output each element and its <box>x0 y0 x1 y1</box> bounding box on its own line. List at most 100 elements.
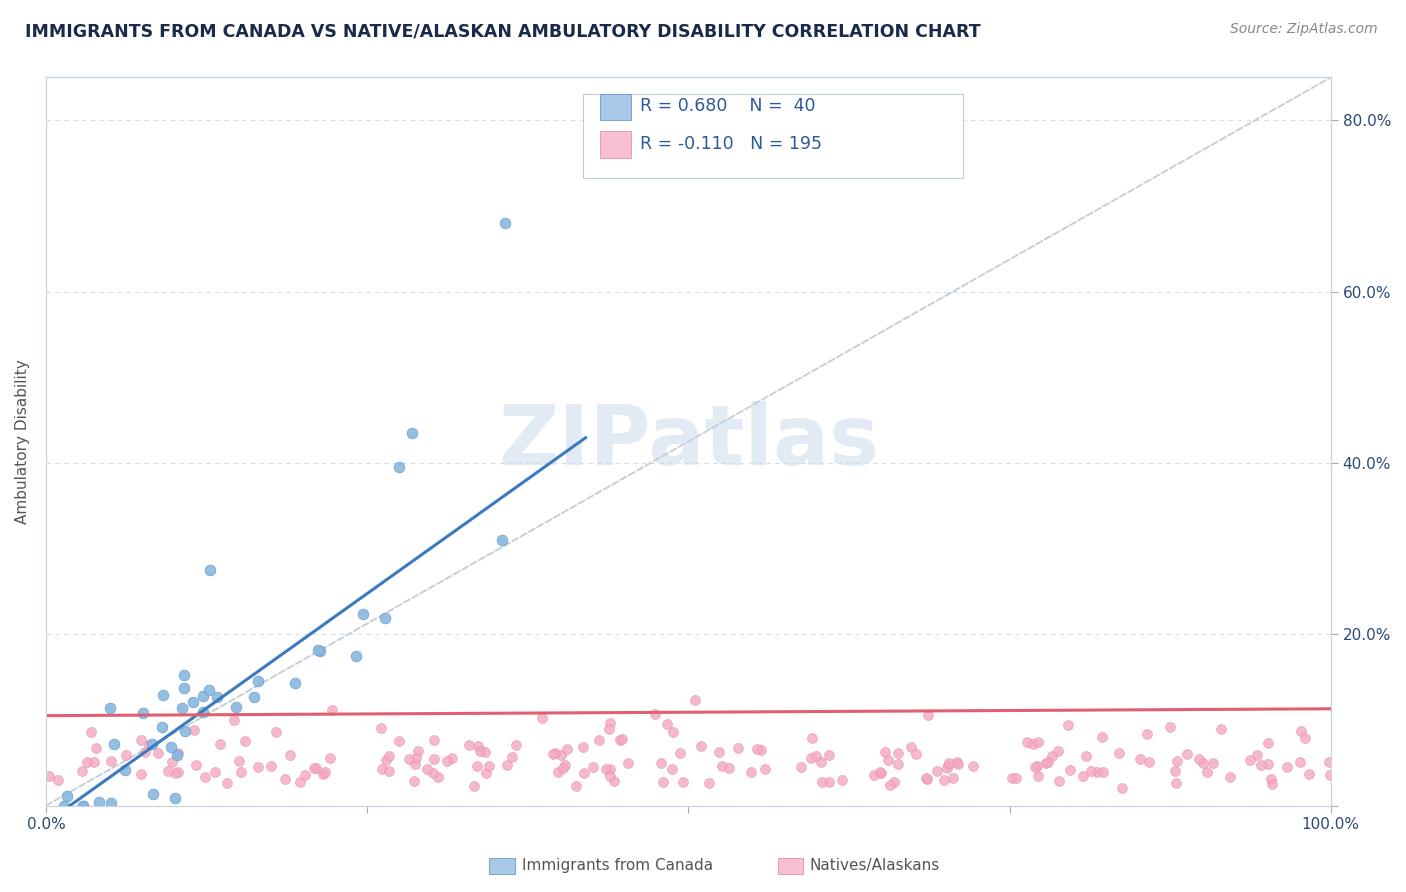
Point <box>427 770 450 784</box>
Point <box>422 752 444 766</box>
Point <box>685 693 707 707</box>
Point <box>173 681 195 696</box>
Point <box>319 750 342 764</box>
Point <box>887 747 910 761</box>
Point <box>938 756 960 770</box>
Point <box>406 744 429 758</box>
Point <box>72 798 94 813</box>
Point <box>1057 717 1080 731</box>
Point <box>312 767 335 781</box>
Point <box>208 738 231 752</box>
Point <box>458 739 481 753</box>
Point <box>1275 760 1298 774</box>
Point <box>288 774 311 789</box>
Point <box>441 750 464 764</box>
Point <box>198 682 221 697</box>
Point <box>378 749 401 764</box>
Point <box>146 746 169 760</box>
Point <box>467 739 489 754</box>
Point <box>496 758 519 772</box>
Point <box>905 747 928 761</box>
Point <box>491 533 513 547</box>
Point <box>70 764 93 778</box>
Point <box>603 773 626 788</box>
Point <box>883 774 905 789</box>
Point <box>870 766 893 780</box>
Point <box>159 740 181 755</box>
Point <box>138 739 160 753</box>
Point <box>817 748 839 763</box>
Point <box>1250 758 1272 772</box>
Point <box>100 796 122 810</box>
Point <box>1022 738 1045 752</box>
Point <box>942 771 965 785</box>
Point <box>374 753 396 767</box>
Point <box>294 768 316 782</box>
Point <box>1239 753 1261 767</box>
Point <box>745 741 768 756</box>
Point <box>572 739 595 754</box>
Point <box>1000 771 1022 785</box>
Point <box>1059 763 1081 777</box>
Point <box>612 732 634 747</box>
Point <box>531 711 554 725</box>
Point <box>806 749 828 764</box>
Point <box>150 720 173 734</box>
Point <box>388 733 411 747</box>
Point <box>478 759 501 773</box>
Point <box>1091 730 1114 744</box>
Point <box>436 754 458 768</box>
Point <box>198 563 221 577</box>
Point <box>463 780 485 794</box>
Point <box>246 760 269 774</box>
Point <box>103 738 125 752</box>
Point <box>166 747 188 762</box>
Point <box>370 722 392 736</box>
Point <box>274 772 297 786</box>
Point <box>134 745 156 759</box>
Point <box>1025 759 1047 773</box>
Point <box>247 673 270 688</box>
Point <box>1071 769 1094 783</box>
Point <box>468 744 491 758</box>
Text: ZIPatlas: ZIPatlas <box>498 401 879 482</box>
Point <box>141 737 163 751</box>
Point <box>1317 756 1340 770</box>
Point <box>181 695 204 709</box>
Point <box>207 690 229 704</box>
Point <box>173 668 195 682</box>
Point <box>465 759 488 773</box>
Point <box>52 798 75 813</box>
Point <box>56 789 79 803</box>
Point <box>811 775 834 789</box>
Point <box>1175 747 1198 761</box>
Point <box>925 764 948 779</box>
Point <box>547 764 569 779</box>
Point <box>553 761 575 775</box>
Point <box>1195 765 1218 780</box>
Point <box>84 740 107 755</box>
Point <box>1137 755 1160 769</box>
Point <box>98 701 121 715</box>
Point <box>401 425 423 440</box>
Point <box>165 791 187 805</box>
Point <box>800 751 823 765</box>
Point <box>501 750 523 764</box>
Point <box>423 732 446 747</box>
Point <box>818 775 841 789</box>
Point <box>550 747 572 762</box>
Point <box>936 760 959 774</box>
Point <box>142 787 165 801</box>
Point <box>1085 764 1108 779</box>
Point <box>405 756 427 771</box>
Point <box>572 766 595 780</box>
Point <box>599 762 621 776</box>
Point <box>917 708 939 723</box>
Point <box>1136 726 1159 740</box>
Point <box>160 756 183 770</box>
Point <box>790 760 813 774</box>
Point <box>1047 774 1070 789</box>
Point <box>474 766 496 780</box>
Point <box>114 747 136 762</box>
Point <box>661 762 683 776</box>
